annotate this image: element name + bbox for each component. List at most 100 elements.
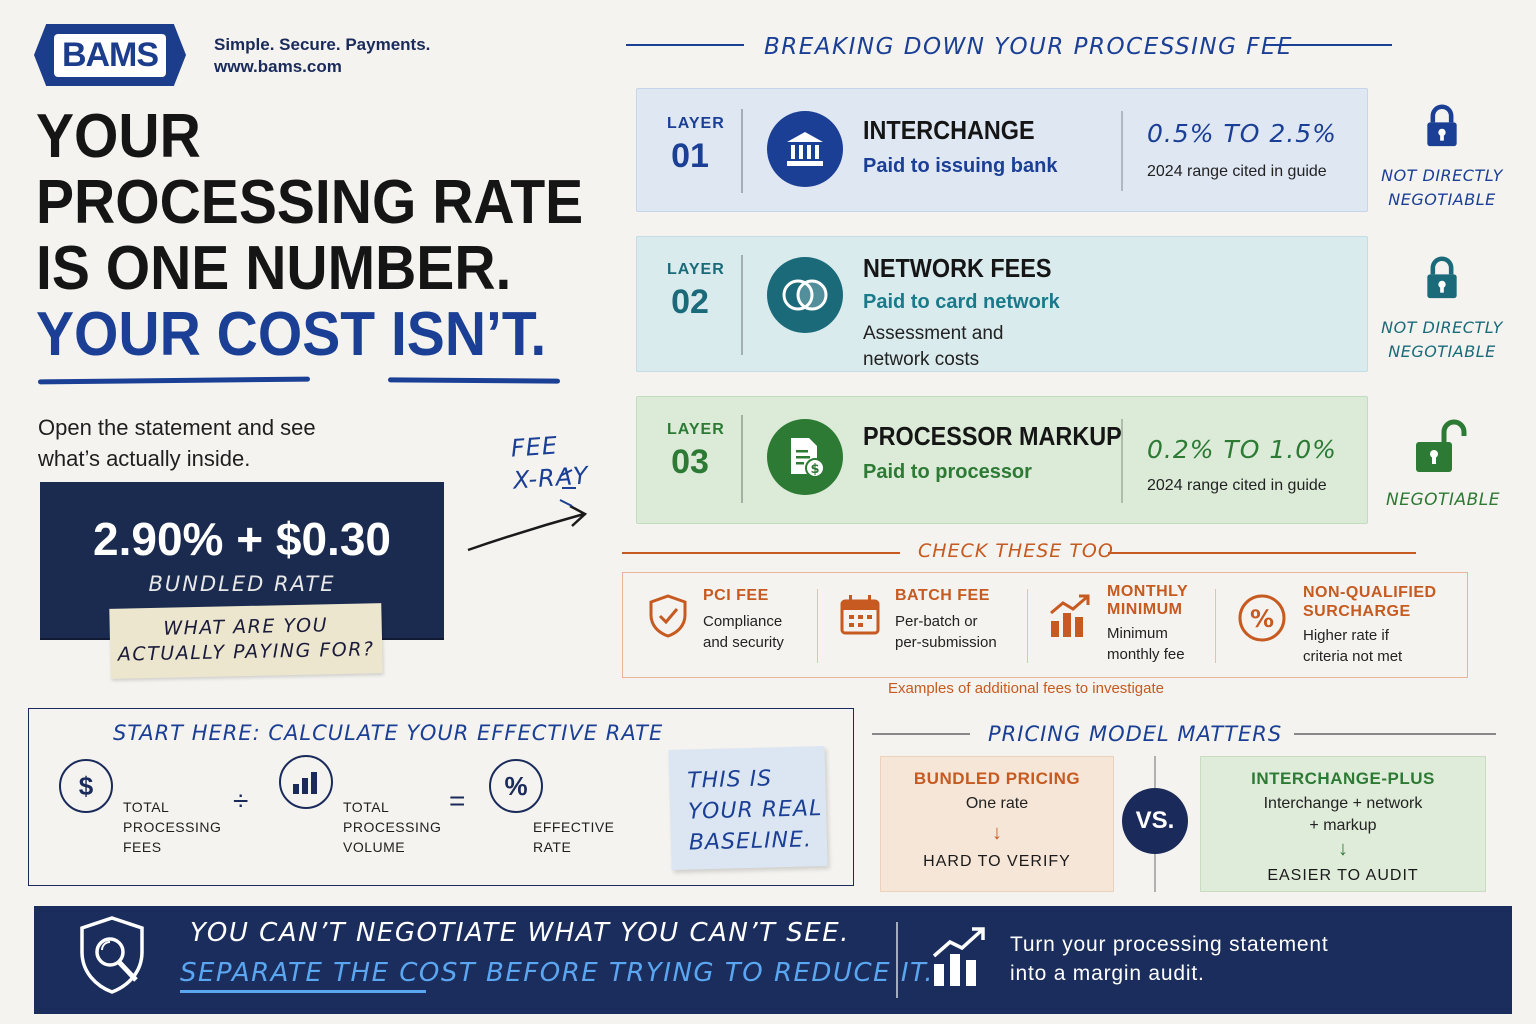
lock-open-icon [1416, 419, 1467, 472]
price-title: BUNDLED PRICING [913, 769, 1081, 788]
banner-right-line: Turn your processing statement [1010, 933, 1329, 956]
fee-item-non-qualified-surcharge: NON-QUALIFIED SURCHARGE Higher rate if cri… [1303, 583, 1437, 667]
layer-number: LAYER 02 [667, 261, 724, 322]
shield-search-icon [80, 916, 144, 994]
fee-desc: Compliance and security [703, 611, 784, 653]
fee-desc-line: Higher rate if [1303, 627, 1389, 644]
intro-line-2: what’s actually inside. [38, 446, 251, 471]
arrow-down-icon: ↓ [1338, 838, 1348, 860]
fee-desc-line: Minimum [1107, 625, 1168, 642]
layer-range-note: 2024 range cited in guide [1147, 163, 1327, 180]
calc-label-line: RATE [533, 839, 572, 855]
divider [741, 415, 743, 503]
sticky-line: YOUR REAL [687, 796, 823, 825]
percent-icon: % [1238, 594, 1286, 642]
headline-isnt: ISN’T. [390, 300, 547, 369]
fee-title: PCI FEE [703, 587, 769, 604]
calc-fees-label: TOTAL PROCESSING FEES [123, 797, 221, 857]
paying-for-note: WHAT ARE YOU ACTUALLY PAYING FOR? [109, 603, 383, 679]
logo-text: BAMS [53, 33, 167, 77]
layer-num: 02 [671, 283, 709, 321]
svg-text:$: $ [810, 462, 819, 477]
calc-label-line: PROCESSING [123, 819, 222, 835]
bank-icon [767, 111, 843, 187]
banner-line-2-rest: BEFORE TRYING TO REDUCE IT. [476, 958, 935, 988]
layer-num: 03 [671, 443, 709, 481]
layer-paid-to: Paid to card network [863, 291, 1060, 313]
fee-title: MONTHLY MINIMUM [1107, 583, 1188, 619]
title-rule [1270, 44, 1392, 46]
interchange-plus-card: INTERCHANGE-PLUS Interchange + network + … [1200, 756, 1486, 892]
fee-desc-line: criteria not met [1303, 648, 1403, 665]
price-desc-line: + markup [1309, 817, 1377, 834]
headline-your-cost: YOUR COST [36, 300, 376, 369]
title-rule [1108, 552, 1416, 554]
fee-item-pci: PCI FEE Compliance and security [703, 587, 784, 653]
fee-title-line: MINIMUM [1107, 601, 1183, 618]
network-icon [767, 257, 843, 333]
price-desc-line: Interchange + network [1263, 795, 1423, 812]
fee-item-monthly-minimum: MONTHLY MINIMUM Minimum monthly fee [1107, 583, 1188, 665]
headline-line-3: IS ONE NUMBER. [36, 234, 512, 303]
title-rule [626, 44, 744, 46]
layer-paid-to: Paid to issuing bank [863, 155, 1058, 177]
baseline-sticky-note: THIS IS YOUR REAL BASELINE. [668, 745, 828, 871]
layer-num: 01 [671, 137, 709, 175]
layer-extra-line: Assessment and [863, 323, 1004, 344]
bundled-rate-value: 2.90% + $0.30 [93, 513, 391, 565]
svg-text:%: % [1250, 605, 1274, 633]
xray-line-1: FEE [509, 431, 559, 463]
layer-number: LAYER 03 [667, 421, 725, 482]
layer-paid-to: Paid to processor [863, 461, 1032, 483]
banner-line-1: YOU CAN’T NEGOTIATE WHAT YOU CAN’T SEE. [190, 918, 850, 948]
website-link[interactable]: www.bams.com [214, 57, 342, 76]
shield-check-icon [649, 594, 687, 638]
layer-label: LAYER [667, 421, 725, 438]
layer-extra-line: network costs [863, 349, 980, 370]
note-line-2: ACTUALLY PAYING FOR? [117, 638, 375, 666]
calc-volume-label: TOTAL PROCESSING VOLUME [343, 797, 441, 857]
price-foot: EASIER TO AUDIT [1267, 867, 1419, 884]
percent-icon: % [489, 759, 543, 813]
intro-line-1: Open the statement and see [38, 415, 316, 440]
headline-line-4: YOUR COST ISN’T. [36, 302, 583, 368]
bar-chart-icon [279, 755, 333, 809]
sticky-line: BASELINE. [688, 827, 813, 856]
divide-sign: ÷ [233, 785, 249, 816]
fee-title: BATCH FEE [895, 587, 990, 604]
negotiability-status: NEGOTIABLE [1386, 490, 1500, 510]
layer-label: LAYER [667, 115, 725, 132]
banner-right-text: Turn your processing statement into a ma… [1010, 930, 1329, 988]
banner-line-2: SEPARATE THE COST BEFORE TRYING TO REDUC… [180, 958, 934, 988]
equals-sign: = [449, 785, 466, 816]
divider [741, 255, 743, 355]
pricing-model-title: PRICING MODEL MATTERS [988, 722, 1283, 746]
headline-line-1: YOUR [36, 102, 201, 171]
dollar-icon: $ [59, 759, 113, 813]
layer-extra: Assessment and network costs [863, 321, 1003, 373]
layer-network-fees: LAYER 02 NETWORK FEES Paid to card netwo… [636, 236, 1368, 372]
lock-closed-icon [1427, 104, 1457, 147]
calc-label-line: VOLUME [343, 839, 406, 855]
tagline-text: Simple. Secure. Payments. [214, 35, 431, 54]
status-line: NEGOTIABLE [1388, 190, 1496, 209]
fee-title-line: NON-QUALIFIED [1303, 584, 1437, 601]
title-rule [622, 552, 900, 554]
divider [1121, 111, 1123, 191]
headline: YOUR PROCESSING RATE IS ONE NUMBER. YOUR… [36, 104, 583, 368]
layer-name: PROCESSOR MARKUP [863, 421, 1122, 451]
status-line: NOT DIRECTLY [1381, 318, 1503, 337]
sticky-line: THIS IS [686, 766, 773, 794]
divider [1027, 589, 1028, 663]
calendar-icon [840, 595, 880, 635]
divider [1215, 589, 1216, 663]
calc-label-line: TOTAL [343, 799, 390, 815]
layer-processor-markup: LAYER 03 $ PROCESSOR MARKUP Paid to proc… [636, 396, 1368, 524]
lock-closed-icon [1427, 256, 1457, 299]
fee-desc-line: Compliance [703, 613, 783, 630]
bams-logo[interactable]: BAMS [34, 24, 186, 86]
title-rule [872, 733, 970, 735]
divider [741, 109, 743, 193]
headline-underline [37, 376, 311, 385]
calc-label-line: EFFECTIVE [533, 819, 615, 835]
